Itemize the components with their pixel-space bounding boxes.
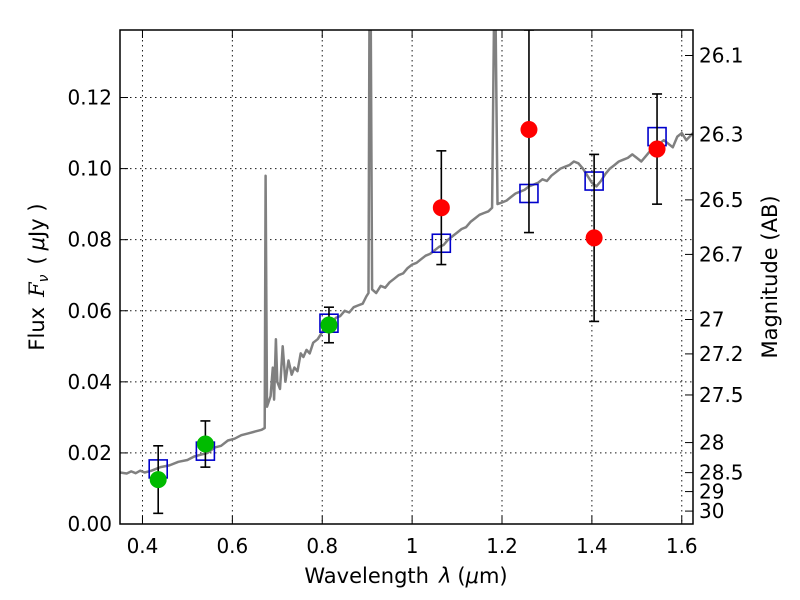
y2-tick-label: 27 <box>699 307 724 331</box>
y-axis-label: FluxFν(μJy ) <box>25 203 52 350</box>
x-tick-label: 1.2 <box>486 534 518 558</box>
observed-point <box>648 140 666 158</box>
y2-tick-label: 28.5 <box>699 461 744 485</box>
y2-tick-label: 28 <box>699 431 724 455</box>
observed-point <box>432 199 450 217</box>
plot-frame <box>119 29 694 525</box>
x-tick-label: 1.6 <box>666 534 698 558</box>
y-tick-label: 0.00 <box>67 512 112 536</box>
y-tick-label: 0.10 <box>67 157 112 181</box>
y-tick-label: 0.02 <box>67 441 112 465</box>
grid-lines <box>120 30 693 525</box>
y2-tick-label: 30 <box>699 499 724 523</box>
observed-point <box>196 435 214 453</box>
observed-point <box>585 229 603 247</box>
observed-points <box>149 121 666 489</box>
x-axis-label: Wavelength λ (μm) <box>304 564 507 588</box>
x-tick-label: 0.4 <box>127 534 159 558</box>
y2-tick-label: 26.3 <box>699 122 744 146</box>
y2-tick-label: 26.7 <box>699 242 744 266</box>
y-axis-ticks: 0.00 0.02 0.04 0.06 0.08 0.10 0.12 <box>67 86 128 536</box>
x-tick-label: 1 <box>406 534 419 558</box>
y2-tick-label: 29 <box>699 480 724 504</box>
x-tick-label: 0.8 <box>306 534 338 558</box>
observed-point <box>520 121 538 139</box>
observed-point <box>149 471 167 489</box>
x-tick-label: 0.6 <box>216 534 248 558</box>
y2-tick-label: 26.5 <box>699 188 744 212</box>
y2-tick-label: 27.5 <box>699 383 744 407</box>
bandpass-markers <box>148 126 667 479</box>
model-spectrum-layer <box>120 30 693 475</box>
y2-tick-label: 27.2 <box>699 342 744 366</box>
y-tick-label: 0.06 <box>67 299 112 323</box>
y2-axis-label: Magnitude (AB) <box>758 195 782 358</box>
y2-tick-label: 26.1 <box>699 43 744 67</box>
y-tick-label: 0.04 <box>67 370 112 394</box>
model-spectrum-line <box>120 30 693 475</box>
y-tick-label: 0.08 <box>67 228 112 252</box>
y-tick-label: 0.12 <box>67 86 112 110</box>
x-axis-ticks: 0.4 0.6 0.8 1 1.2 1.4 1.6 <box>127 30 698 558</box>
observed-point <box>320 316 338 334</box>
x-tick-label: 1.4 <box>576 534 608 558</box>
